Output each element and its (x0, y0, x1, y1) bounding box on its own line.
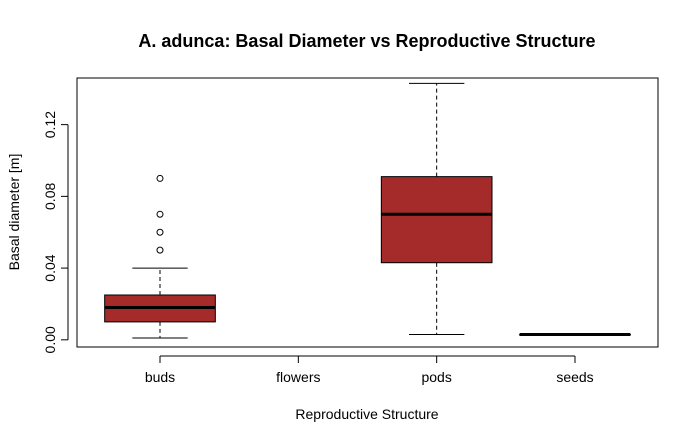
outlier-point (156, 246, 164, 254)
y-axis-label: Basal diameter [m] (6, 154, 22, 271)
box-iqr (380, 176, 493, 264)
y-tick-label: 0.08 (42, 183, 58, 210)
box-series (104, 82, 631, 339)
box-seeds (519, 332, 631, 336)
plot-frame (76, 77, 659, 348)
x-tick-label: pods (421, 369, 451, 385)
y-tick-label: 0.12 (42, 111, 58, 138)
y-tick-label: 0.04 (42, 254, 58, 281)
outlier-point (156, 228, 164, 236)
outlier-point (156, 210, 164, 218)
chart-title: A. adunca: Basal Diameter vs Reproductiv… (138, 31, 595, 51)
box-buds (104, 174, 216, 339)
x-tick-label: buds (145, 369, 175, 385)
x-tick-label: seeds (556, 369, 593, 385)
box-pods (380, 82, 493, 335)
x-axis: buds flowers pods seeds (145, 355, 594, 385)
x-tick-label: flowers (276, 369, 320, 385)
y-axis: 0.00 0.04 0.08 0.12 (42, 111, 69, 353)
x-axis-label: Reproductive Structure (295, 406, 438, 422)
outlier-point (156, 174, 164, 182)
y-tick-label: 0.00 (42, 326, 58, 353)
